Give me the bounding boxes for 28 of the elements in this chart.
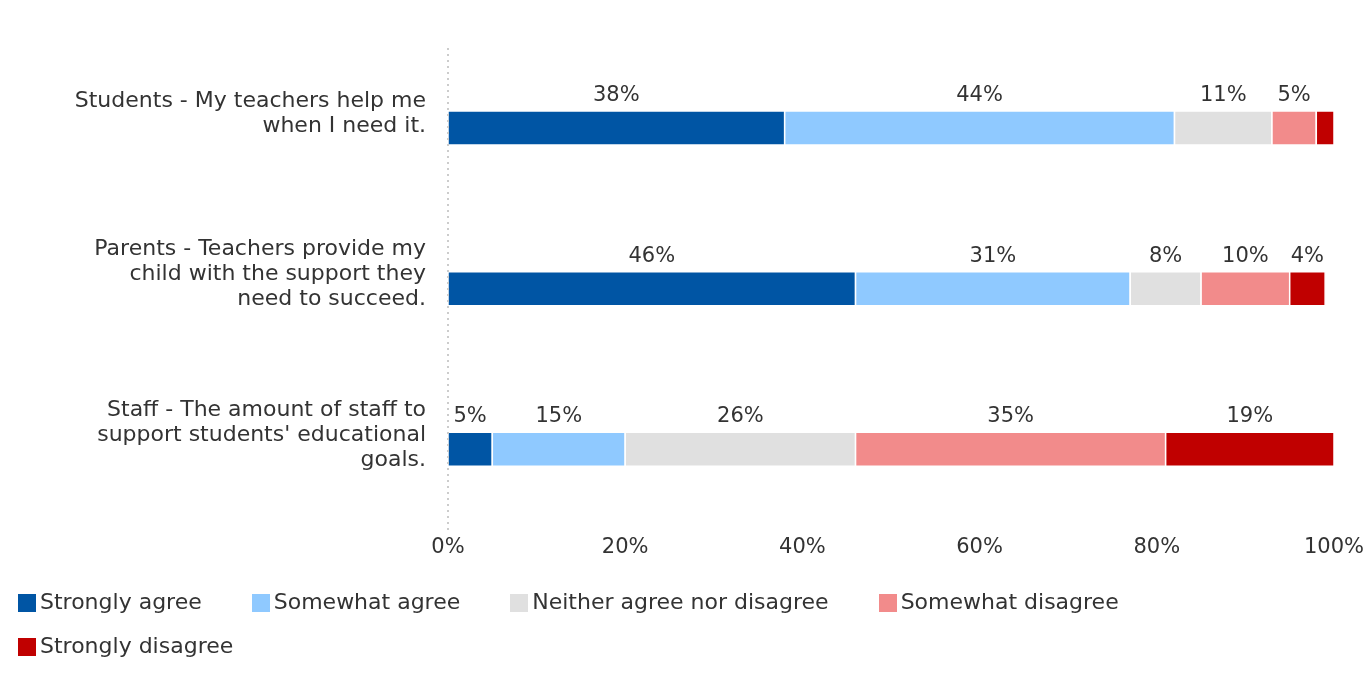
data-label: 15%: [535, 403, 583, 428]
y-tick-label: Staff - The amount of staff to support students' educational goals.: [97, 395, 426, 471]
x-tick-label: 0%: [431, 533, 465, 558]
data-label: 35%: [987, 403, 1034, 428]
data-label: 31%: [969, 242, 1017, 267]
data-label: 5%: [1277, 82, 1311, 106]
legend-label: Strongly agree: [40, 589, 202, 614]
data-label: 8%: [1149, 242, 1183, 267]
x-tick-label: 20%: [601, 533, 649, 558]
x-tick-label: 40%: [779, 533, 826, 558]
data-label: 5%: [453, 403, 487, 428]
data-label: 4%: [1290, 242, 1325, 267]
data-label: 10%: [1222, 242, 1269, 267]
data-label: 46%: [628, 242, 676, 267]
data-label: 38%: [593, 82, 640, 106]
data-label: 44%: [956, 82, 1003, 106]
legend-label: Somewhat agree: [273, 589, 461, 614]
x-tick-label: 100%: [1303, 533, 1365, 558]
y-tick-label: Students - My teachers help me when I need it.: [74, 86, 426, 137]
data-label: 19%: [1226, 403, 1274, 428]
legend-label: Neither agree nor disagree: [532, 589, 829, 614]
legend-label: Strongly disagree: [40, 633, 234, 658]
x-tick-label: 60%: [956, 533, 1003, 558]
data-label: 11%: [1199, 82, 1247, 106]
legend-label: Somewhat disagree: [900, 589, 1119, 614]
data-label: 26%: [717, 403, 764, 428]
x-tick-label: 80%: [1133, 533, 1181, 558]
y-tick-label: Parents - Teachers provide my child with the support they need to succeed.: [94, 235, 426, 310]
